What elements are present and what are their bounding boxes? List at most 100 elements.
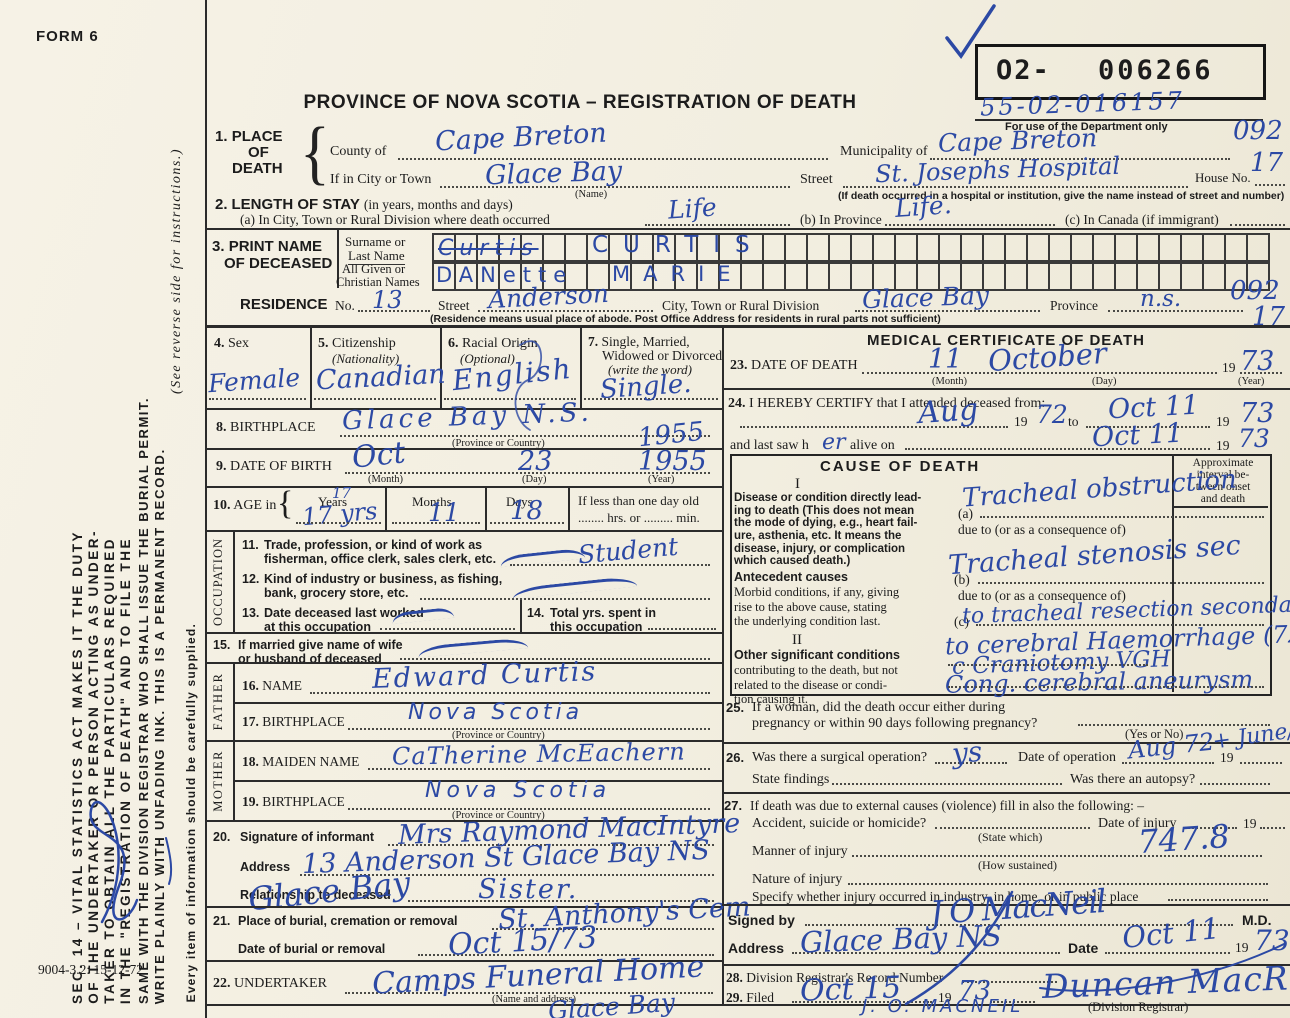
s22-label-text: UNDERTAKER [234,976,327,991]
s27-a-label: Accident, suicide or homicide? [752,816,927,831]
dotted-line [358,310,430,312]
dotted-line [1255,184,1285,186]
interval-line4: and death [1200,493,1246,506]
s4-value: Female [207,362,302,399]
s3-divider [337,229,339,288]
s20-rel-value: Sister. [478,874,579,905]
ant-title: Antecedent causes [734,570,848,584]
dotted-line [1200,783,1270,785]
residence-no-value: 13 [372,286,403,314]
s26-value: ys [950,734,984,771]
rule [722,742,1290,744]
s10-years-value: 17 yrs [300,496,379,532]
s1-label1: PLACE [231,128,283,145]
s16-label-text: NAME [262,678,302,693]
residence-city-value: Glace Bay [861,280,990,315]
s10-months-label: Months [412,494,452,509]
rule [1172,506,1268,508]
s3-surname-label1: Surname or [345,234,406,249]
s2-label-sub: (in years, months and days) [363,197,513,212]
dotted-line [345,992,713,994]
rule [205,486,722,488]
s14-no: 14. [527,606,545,620]
s1-brace: { [300,113,330,193]
s16-value: Edward Curtis [371,656,598,695]
cell-divider [520,600,522,632]
dotted-line [935,827,1090,829]
rule [205,632,722,634]
s8-label-text: BIRTHPLACE [230,420,316,435]
rule [205,960,722,962]
s27-a-caption: (State which) [978,830,1043,844]
other-line3: related to the disease or condi- [734,677,888,692]
sig-date-pre: 19 [1235,940,1249,955]
s5-sub: (Nationality) [332,351,400,366]
form-left-border [205,0,207,1018]
s23-day-cap: (Day) [1092,376,1117,387]
residence-city-label: City, Town or Rural Division [662,298,820,313]
s8-label: 8. BIRTHPLACE [216,420,316,436]
dotted-line [832,783,1062,785]
occupation-side-label: OCCUPATION [211,538,225,627]
rule [975,119,1263,121]
s19-label-text: BIRTHPLACE [262,794,345,809]
dotted-line [300,874,714,876]
sig-address-value: Glace Bay NS [799,918,1003,960]
residence-province-value: n.s. [1140,286,1182,312]
dotted-line [314,398,436,400]
s24-saw-pre: 19 [1216,438,1230,453]
s24-saw-year: 73 [1238,424,1270,453]
s27-manner-label: Manner of injury [752,844,848,859]
dotted-line [490,522,564,524]
dotted-line [492,928,714,930]
residence-no-label: No. [335,298,355,313]
s27-nature-label: Nature of injury [752,872,843,887]
s10-less-label: If less than one day old [578,493,699,508]
s23-year-value: 73 [1240,346,1275,377]
cell-divider [310,328,312,408]
s24-from-pre: 19 [1014,414,1028,429]
sidebar-note-line2: OF THE UNDERTAKER OR PERSON ACTING AS UN… [86,529,101,1004]
dotted-line [388,844,714,846]
antecedent-text: Antecedent causes Morbid conditions, if … [734,570,899,629]
dotted-line [340,435,710,437]
s10-days-label: Days [506,494,533,509]
residence-margin-code: 092 [1230,276,1280,306]
interval-line3: tween onset [1195,481,1251,494]
s9-year: 1955 [638,446,707,477]
dotted-line [420,598,710,600]
s22-label: 22. UNDERTAKER [213,976,327,992]
s14-label1: Total yrs. spent in [550,606,657,620]
s10-label: 10. AGE in [213,498,276,514]
s1-label2: OF [248,144,269,161]
s28-no: 28. [726,970,743,985]
s27-manner-caption: (How sustained) [978,858,1057,872]
s26-findings-label: State findings [752,772,830,787]
s19-caption: (Province or Country) [452,810,545,821]
rule [722,792,1290,794]
medical-cert-header: MEDICAL CERTIFICATE OF DEATH [867,332,1145,349]
residence-caption: (Residence means usual place of abode. P… [430,313,941,325]
dotted-line [948,686,1264,688]
dotted-line [978,582,1264,584]
dotted-line [948,664,1148,666]
s24-label-text: I HEREBY CERTIFY that I attended decease… [749,396,1046,411]
mother-side-label: MOTHER [211,750,225,812]
s17-label: 17. BIRTHPLACE [242,714,345,730]
column-divider [722,325,724,1004]
cause-of-death-box [730,454,1272,696]
signed-by-label: Signed by [728,912,795,928]
s26-label: Was there a surgical operation? [752,750,928,765]
s17-label-text: BIRTHPLACE [262,714,345,729]
ant-line2: Morbid conditions, if any, giving [734,584,900,599]
s12-no: 12. [242,572,260,586]
rule [205,228,1290,230]
rule [205,1004,1290,1006]
s23-month-cap: (Month) [932,376,967,387]
s3-label1: PRINT NAME [228,238,323,255]
cause-roman-one: I [795,476,800,492]
dotted-line [408,900,714,902]
s2-b-label: (b) In Province [800,212,882,227]
s9-month: Oct [350,435,408,476]
s2-c-label: (c) In Canada (if immigrant) [1065,212,1219,227]
